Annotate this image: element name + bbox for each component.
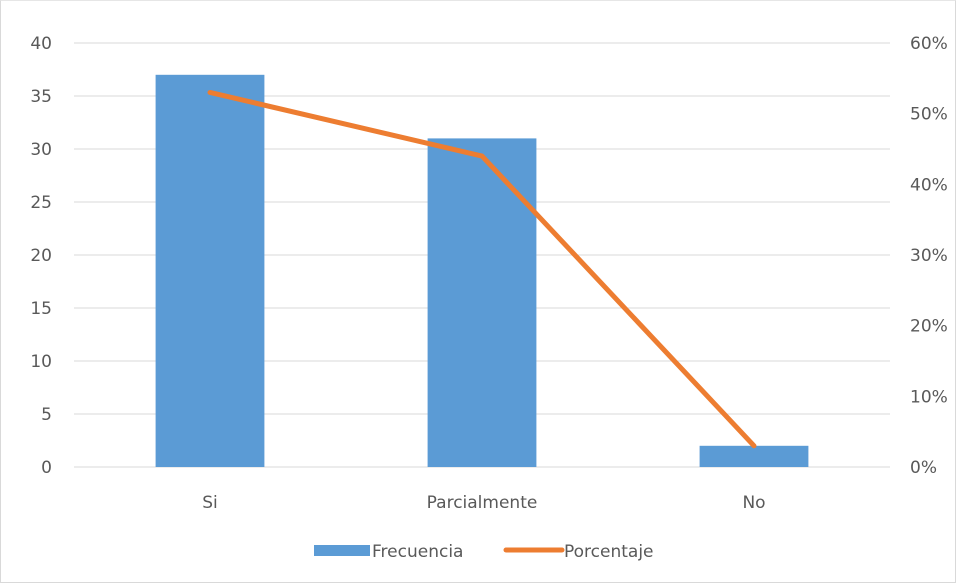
line-series [207, 89, 757, 449]
bar-series [155, 74, 809, 468]
right-tick-label: 10% [910, 387, 948, 407]
category-labels: Si Parcialmente No [202, 493, 765, 513]
left-tick-label: 35 [30, 87, 52, 107]
category-label: Parcialmente [427, 493, 538, 513]
bar-si [155, 74, 265, 468]
left-tick-label: 40 [30, 34, 52, 54]
left-tick-label: 15 [30, 299, 52, 319]
category-label: Si [202, 493, 218, 513]
legend-swatch-frecuencia [314, 545, 370, 556]
right-tick-label: 40% [910, 175, 948, 195]
legend-label-porcentaje: Porcentaje [564, 542, 654, 562]
left-axis-ticks: 0 5 10 15 20 25 30 35 40 [30, 34, 52, 478]
bar-parcialmente [427, 138, 537, 467]
legend: Frecuencia Porcentaje [314, 542, 654, 562]
right-tick-label: 30% [910, 246, 948, 266]
legend-label-frecuencia: Frecuencia [372, 542, 463, 562]
right-tick-label: 60% [910, 34, 948, 54]
right-tick-label: 20% [910, 317, 948, 337]
bar-no [699, 445, 809, 467]
left-tick-label: 20 [30, 246, 52, 266]
right-axis-ticks: 0% 10% 20% 30% 40% 50% 60% [910, 34, 948, 478]
left-tick-label: 30 [30, 140, 52, 160]
left-tick-label: 0 [41, 458, 52, 478]
left-tick-label: 5 [41, 405, 52, 425]
left-tick-label: 25 [30, 193, 52, 213]
right-tick-label: 50% [910, 105, 948, 125]
category-label: No [742, 493, 765, 513]
left-tick-label: 10 [30, 352, 52, 372]
right-tick-label: 0% [910, 458, 937, 478]
